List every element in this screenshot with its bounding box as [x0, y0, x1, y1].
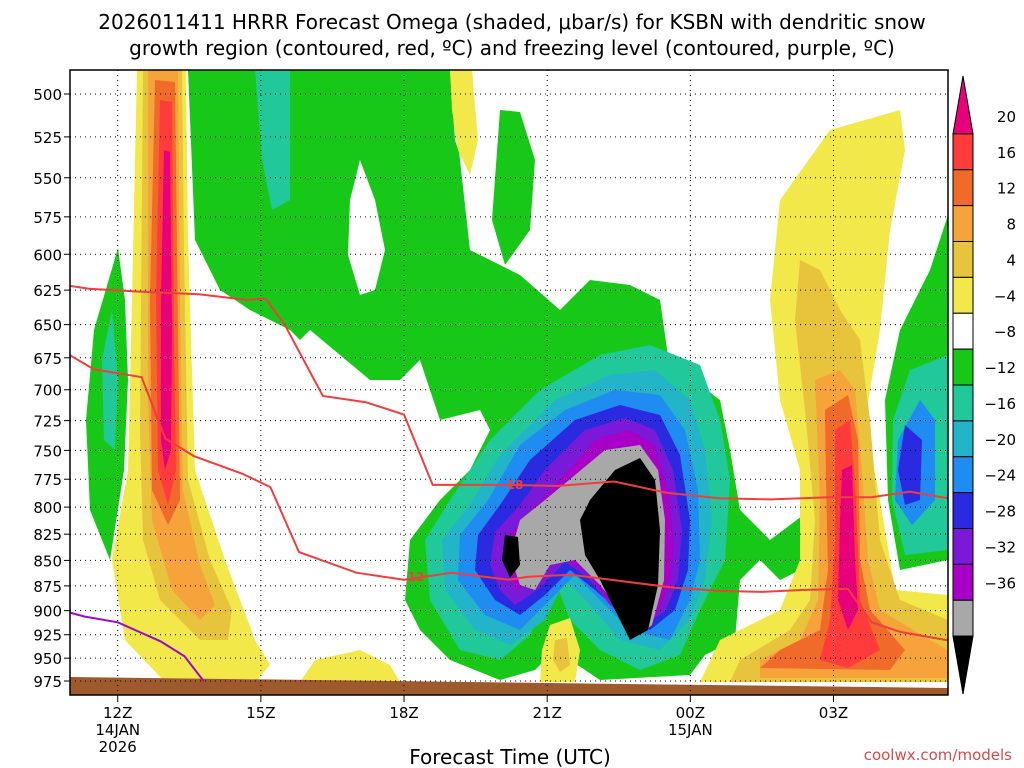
x-tick-year: 2026 — [99, 738, 137, 756]
colorbar-label: 12 — [997, 180, 1016, 198]
x-tick-date: 15JAN — [668, 721, 713, 739]
terrain-surface — [70, 677, 948, 695]
colorbar-label: −28 — [984, 503, 1016, 521]
x-tick-label: 18Z — [389, 704, 418, 722]
dgz-lower-contour — [69, 354, 949, 642]
colorbar-segment — [952, 276, 974, 314]
colorbar-label: 20 — [997, 108, 1016, 126]
colorbar-label: 8 — [1006, 216, 1016, 234]
dgz-lower-contour-label: 12 — [408, 570, 425, 584]
omega-rising-region — [898, 425, 922, 505]
y-tick-label: 775 — [33, 471, 62, 489]
y-tick-label: 875 — [33, 578, 62, 596]
colorbar-segment — [952, 241, 974, 278]
colorbar-label: −24 — [984, 467, 1016, 485]
x-tick-label: 15Z — [246, 704, 275, 722]
colorbar-segment — [952, 169, 974, 207]
grid — [70, 70, 948, 695]
colorbar-segment — [952, 456, 974, 494]
plot-area: 18 12 — [69, 69, 949, 696]
y-tick-label: 825 — [33, 526, 62, 544]
y-tick-label: 650 — [33, 317, 62, 335]
dgz-upper-contour — [69, 284, 949, 501]
omega-rising-region — [102, 310, 118, 450]
x-tick-label: 12Z — [103, 704, 132, 722]
y-tick-label: 550 — [33, 170, 62, 188]
y-tick-label: 675 — [33, 350, 62, 368]
y-axis: 500 525 550 575 600 625 650 675 700 725 750 775 800 8… — [33, 86, 70, 691]
colorbar-label: −8 — [994, 323, 1016, 341]
colorbar-segment — [952, 133, 974, 171]
chart-title-line1: 2026011411 HRRR Forecast Omega (shaded, … — [98, 10, 925, 34]
colorbar-segment — [952, 420, 974, 458]
y-tick-label: 600 — [33, 246, 62, 264]
colorbar-segment — [952, 528, 974, 565]
x-tick-label: 21Z — [532, 704, 561, 722]
omega-rising-region — [580, 458, 660, 640]
colorbar-segment — [952, 348, 974, 386]
y-tick-label: 975 — [33, 673, 62, 691]
colorbar-label: 4 — [1006, 251, 1016, 269]
omega-rising-region — [502, 535, 520, 578]
x-tick-label: 03Z — [819, 704, 848, 722]
dgz-upper-contour-label: 18 — [507, 478, 524, 492]
y-tick-label: 575 — [33, 209, 62, 227]
omega-sinking-region — [161, 150, 172, 470]
colorbar-segment — [952, 75, 974, 135]
credit-text: coolwx.com/models — [864, 746, 1012, 764]
colorbar-segment — [952, 312, 974, 350]
y-tick-label: 725 — [33, 413, 62, 431]
x-tick-date: 14JAN — [95, 721, 140, 739]
y-tick-label: 525 — [33, 129, 62, 147]
colorbar-label: −12 — [984, 359, 1016, 377]
omega-sinking-region — [553, 638, 570, 672]
x-tick-label: 00Z — [676, 704, 705, 722]
freezing-level-contour — [69, 611, 205, 682]
y-tick-label: 625 — [33, 282, 62, 300]
y-tick-label: 750 — [33, 442, 62, 460]
y-tick-label: 500 — [33, 86, 62, 104]
omega-sinking-region — [760, 395, 905, 670]
plot-frame — [69, 69, 949, 696]
colorbar-segment — [952, 492, 974, 529]
colorbar-segment — [952, 599, 974, 637]
colorbar-label: −32 — [984, 538, 1016, 556]
omega-rising-region — [348, 160, 385, 295]
colorbar-segment — [952, 635, 974, 695]
y-tick-label: 900 — [33, 603, 62, 621]
y-tick-label: 950 — [33, 650, 62, 668]
y-tick-label: 800 — [33, 499, 62, 517]
colorbar: 20 16 12 8 4 −4 −8 −12 −16 −20 −24 −28 −32 −36 — [952, 75, 1016, 695]
colorbar-label: −16 — [984, 395, 1016, 413]
colorbar-label: 16 — [997, 144, 1016, 162]
y-tick-label: 700 — [33, 382, 62, 400]
y-tick-label: 925 — [33, 627, 62, 645]
x-axis-label: Forecast Time (UTC) — [409, 745, 611, 768]
colorbar-label: −4 — [994, 287, 1016, 305]
omega-rising-region — [255, 70, 290, 210]
chart-title-line2: growth region (contoured, red, ºC) and f… — [129, 36, 895, 60]
colorbar-segment — [952, 205, 974, 242]
omega-rising-region — [450, 70, 478, 175]
contour-lines: 18 12 — [69, 284, 949, 682]
y-tick-label: 850 — [33, 552, 62, 570]
colorbar-segment — [952, 384, 974, 422]
omega-rising-region — [492, 110, 535, 265]
colorbar-label: −36 — [984, 574, 1016, 592]
colorbar-segment — [952, 563, 974, 601]
colorbar-label: −20 — [984, 431, 1016, 449]
